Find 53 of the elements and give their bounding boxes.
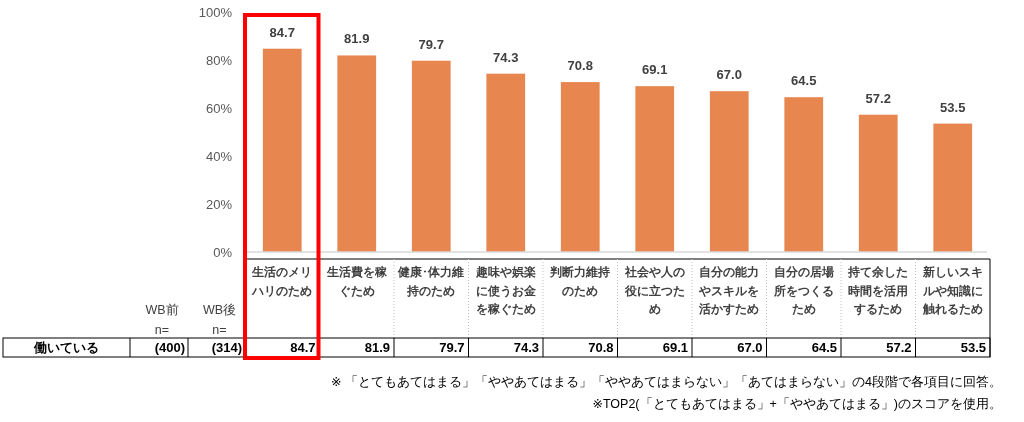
data-label: 81.9 [364, 340, 390, 355]
y-tick-label: 40% [205, 148, 233, 164]
bar [933, 123, 973, 252]
text: 働いている [33, 340, 99, 355]
bar [560, 82, 600, 252]
bar [635, 86, 675, 252]
y-tick-label: 60% [205, 100, 233, 116]
text: 74.3 [493, 49, 519, 65]
y-tick-label: 0% [213, 244, 233, 260]
text: WB後 n= [202, 303, 237, 337]
data-label: 74.3 [513, 340, 539, 355]
bar [486, 73, 526, 252]
bar [411, 60, 451, 252]
y-tick-label: 100% [198, 4, 233, 20]
y-tick-label: 20% [205, 196, 233, 212]
x-tick-label: 判断力維持のため [549, 265, 611, 298]
data-label: 84.7 [290, 340, 316, 355]
text: 57.2 [865, 90, 891, 106]
x-tick-label: 持て余した時間を活用するため [847, 265, 909, 316]
x-tick-label: 社会や人の役に立つため [623, 265, 685, 316]
data-label: 67.0 [737, 340, 763, 355]
bar [262, 48, 302, 252]
text: 79.7 [418, 36, 444, 52]
x-tick-label: 自分の能力やスキルを活かすため [698, 265, 760, 316]
text: 69.1 [642, 62, 668, 78]
text: 53.5 [940, 99, 966, 115]
x-tick-label: 新しいスキルや知識に触れるため [921, 265, 983, 316]
text: 84.7 [269, 24, 295, 40]
text: (314) [211, 340, 242, 355]
text: WB前 n= [145, 303, 179, 337]
text: 81.9 [344, 31, 370, 47]
bar [337, 55, 377, 252]
x-tick-label: 健康･体力維持のため [397, 265, 465, 298]
data-label: 57.2 [886, 340, 912, 355]
data-label: 64.5 [811, 340, 837, 355]
bar [709, 91, 749, 252]
data-label: 53.5 [960, 340, 986, 355]
data-label: 70.8 [588, 340, 614, 355]
x-tick-label: 自分の居場所をつくるため [772, 265, 834, 316]
text: 64.5 [791, 73, 817, 89]
data-label: 69.1 [662, 340, 688, 355]
bar [858, 114, 898, 252]
x-tick-label: 生活のメリハリのため [251, 265, 313, 298]
text: ※TOP2(「とてもあてはまる」+「ややあてはまる」)のスコアを使用。 [592, 397, 1002, 411]
x-tick-label: 趣味や娯楽に使うお金を稼ぐため [474, 265, 537, 316]
data-label: 79.7 [439, 340, 465, 355]
bar [784, 97, 824, 252]
text: ※ 「とてもあてはまる」「ややあてはまる」「ややあてはまらない」「あてはまらない」の4段階で各項目に回答。 [331, 375, 1002, 389]
x-tick-label: 生活費を稼ぐため [325, 265, 388, 298]
text: (400) [154, 340, 185, 355]
text: 67.0 [716, 67, 742, 83]
y-tick-label: 80% [205, 52, 233, 68]
text: 70.8 [567, 58, 593, 74]
